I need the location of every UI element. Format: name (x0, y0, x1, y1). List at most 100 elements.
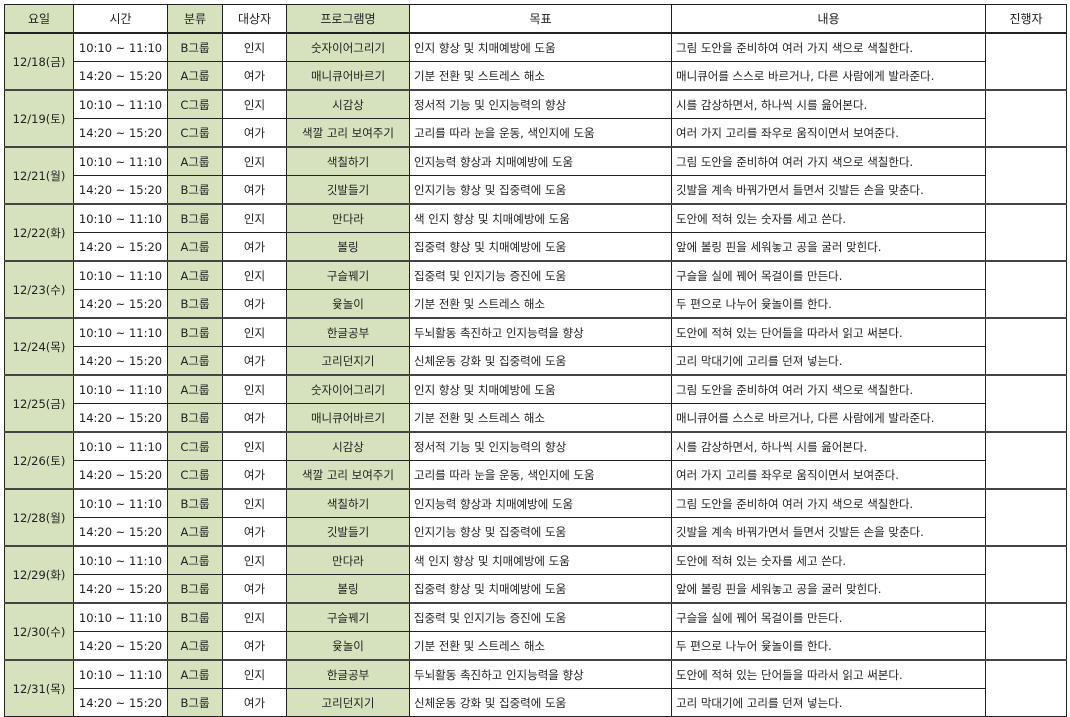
time-cell: 14:20 ~ 15:20 (73, 688, 168, 717)
program-cell: 볼링 (286, 574, 410, 604)
target-cell: 인지 (222, 374, 287, 404)
table-row: 14:20 ~ 15:20 C그룹 여가 색깔 고리 보여주기 고리를 따라 눈을 운동… (5, 460, 1067, 490)
content-cell: 구슬을 실에 꿰어 목걸이를 만든다. (671, 260, 986, 290)
leader-cell (985, 260, 1067, 319)
table-row: 14:20 ~ 15:20 B그룹 여가 깃발들기 인지기능 향상 및 집중력에 도움 깃… (5, 175, 1067, 205)
group-cell: B그룹 (167, 488, 223, 518)
date-cell: 12/23(수) (4, 260, 74, 319)
time-cell: 10:10 ~ 11:10 (73, 146, 168, 176)
table-row: 12/18(금) 10:10 ~ 11:10 B그룹 인지 숫자이어그리기 인지 향상 및… (4, 32, 1067, 91)
content-cell: 도안에 적혀 있는 숫자를 세고 쓴다. (671, 545, 986, 575)
date-cell: 12/30(수) (4, 602, 74, 661)
content-cell: 시를 감상하면서, 하나씩 시를 읊어본다. (671, 431, 986, 461)
content-cell: 도안에 적혀 있는 단어들을 따라서 읽고 써본다. (671, 317, 986, 347)
program-cell: 색깔 고리 보여주기 (286, 118, 410, 148)
goal-cell: 두뇌활동 촉진하고 인지능력을 향상 (409, 659, 672, 689)
goal-cell: 기분 전환 및 스트레스 해소 (409, 61, 672, 91)
content-cell: 그림 도안을 준비하여 여러 가지 색으로 색칠한다. (671, 488, 986, 518)
table-row: 14:20 ~ 15:20 A그룹 여가 매니큐어바르기 기분 전환 및 스트레스 해소… (5, 61, 1067, 91)
content-cell: 앞에 볼링 핀을 세워놓고 공을 굴러 맞힌다. (671, 574, 986, 604)
table-row: 12/30(수) 10:10 ~ 11:10 B그룹 인지 구슬꿰기 집중력 및 인지기능… (4, 602, 1067, 661)
goal-cell: 집중력 향상 및 치매예방에 도움 (409, 232, 672, 262)
group-cell: B그룹 (167, 574, 223, 604)
group-cell: A그룹 (167, 260, 223, 290)
target-cell: 여가 (222, 175, 287, 205)
target-cell: 인지 (222, 260, 287, 290)
program-cell: 고리던지기 (286, 346, 410, 376)
target-cell: 인지 (222, 32, 287, 62)
group-cell: B그룹 (167, 203, 223, 233)
header-goal: 목표 (409, 4, 672, 34)
time-cell: 10:10 ~ 11:10 (73, 602, 168, 632)
goal-cell: 인지기능 향상 및 집중력에 도움 (409, 517, 672, 547)
group-cell: A그룹 (167, 631, 223, 661)
table-row: 12/21(월) 10:10 ~ 11:10 A그룹 인지 색칠하기 인지능력 향상과 치… (4, 146, 1067, 205)
goal-cell: 집중력 향상 및 치매예방에 도움 (409, 574, 672, 604)
table-row: 12/31(목) 10:10 ~ 11:10 A그룹 인지 한글공부 두뇌활동 촉진하고 … (4, 659, 1067, 717)
goal-cell: 집중력 및 인지기능 증진에 도움 (409, 602, 672, 632)
goal-cell: 집중력 및 인지기능 증진에 도움 (409, 260, 672, 290)
group-cell: C그룹 (167, 460, 223, 490)
content-cell: 두 편으로 나누어 윷놀이를 한다. (671, 631, 986, 661)
content-cell: 두 편으로 나누어 윷놀이를 한다. (671, 289, 986, 319)
goal-cell: 기분 전환 및 스트레스 해소 (409, 631, 672, 661)
goal-cell: 색 인지 향상 및 치매예방에 도움 (409, 203, 672, 233)
goal-cell: 인지기능 향상 및 집중력에 도움 (409, 175, 672, 205)
time-cell: 14:20 ~ 15:20 (73, 346, 168, 376)
table-row: 12/29(화) 10:10 ~ 11:10 A그룹 인지 만다라 색 인지 향상 및 치… (4, 545, 1067, 604)
content-cell: 도안에 적혀 있는 단어들을 따라서 읽고 써본다. (671, 659, 986, 689)
content-cell: 그림 도안을 준비하여 여러 가지 색으로 색칠한다. (671, 374, 986, 404)
group-cell: A그룹 (167, 517, 223, 547)
group-cell: B그룹 (167, 403, 223, 433)
group-cell: B그룹 (167, 602, 223, 632)
time-cell: 14:20 ~ 15:20 (73, 517, 168, 547)
group-cell: C그룹 (167, 89, 223, 119)
time-cell: 10:10 ~ 11:10 (73, 545, 168, 575)
target-cell: 여가 (222, 631, 287, 661)
content-cell: 시를 감상하면서, 하나씩 시를 읊어본다. (671, 89, 986, 119)
time-cell: 14:20 ~ 15:20 (73, 175, 168, 205)
target-cell: 여가 (222, 61, 287, 91)
group-cell: A그룹 (167, 146, 223, 176)
program-cell: 숫자이어그리기 (286, 374, 410, 404)
leader-cell (985, 89, 1067, 148)
program-cell: 볼링 (286, 232, 410, 262)
goal-cell: 정서적 기능 및 인지능력의 향상 (409, 431, 672, 461)
program-cell: 만다라 (286, 203, 410, 233)
time-cell: 10:10 ~ 11:10 (73, 374, 168, 404)
group-cell: B그룹 (167, 175, 223, 205)
program-cell: 고리던지기 (286, 688, 410, 717)
table-row: 14:20 ~ 15:20 B그룹 여가 윷놀이 기분 전환 및 스트레스 해소 두 편으… (5, 289, 1067, 319)
group-cell: A그룹 (167, 61, 223, 91)
group-cell: B그룹 (167, 317, 223, 347)
content-cell: 매니큐어를 스스로 바르거나, 다른 사람에게 발라준다. (671, 61, 986, 91)
leader-cell (985, 203, 1067, 262)
time-cell: 14:20 ~ 15:20 (73, 631, 168, 661)
table-row: 14:20 ~ 15:20 B그룹 여가 고리던지기 신체운동 강화 및 집중력에 도움… (5, 688, 1067, 717)
target-cell: 여가 (222, 574, 287, 604)
target-cell: 여가 (222, 688, 287, 717)
target-cell: 여가 (222, 289, 287, 319)
target-cell: 인지 (222, 545, 287, 575)
goal-cell: 두뇌활동 촉진하고 인지능력을 향상 (409, 317, 672, 347)
target-cell: 인지 (222, 602, 287, 632)
table-row: 12/28(월) 10:10 ~ 11:10 B그룹 인지 색칠하기 인지능력 향상과 치… (4, 488, 1067, 547)
table-row: 12/22(화) 10:10 ~ 11:10 B그룹 인지 만다라 색 인지 향상 및 치… (4, 203, 1067, 262)
group-cell: B그룹 (167, 289, 223, 319)
goal-cell: 고리를 따라 눈을 운동, 색인지에 도움 (409, 460, 672, 490)
date-cell: 12/18(금) (4, 32, 74, 91)
program-cell: 색칠하기 (286, 488, 410, 518)
target-cell: 여가 (222, 346, 287, 376)
program-cell: 시감상 (286, 431, 410, 461)
target-cell: 여가 (222, 232, 287, 262)
table-row: 14:20 ~ 15:20 A그룹 여가 볼링 집중력 향상 및 치매예방에 도움 앞에 … (5, 232, 1067, 262)
goal-cell: 기분 전환 및 스트레스 해소 (409, 289, 672, 319)
date-cell: 12/25(금) (4, 374, 74, 433)
content-cell: 도안에 적혀 있는 숫자를 세고 쓴다. (671, 203, 986, 233)
content-cell: 깃발을 계속 바꿔가면서 들면서 깃발든 손을 맞춘다. (671, 517, 986, 547)
leader-cell (985, 545, 1067, 604)
group-cell: B그룹 (167, 688, 223, 717)
target-cell: 여가 (222, 403, 287, 433)
target-cell: 인지 (222, 317, 287, 347)
target-cell: 인지 (222, 89, 287, 119)
